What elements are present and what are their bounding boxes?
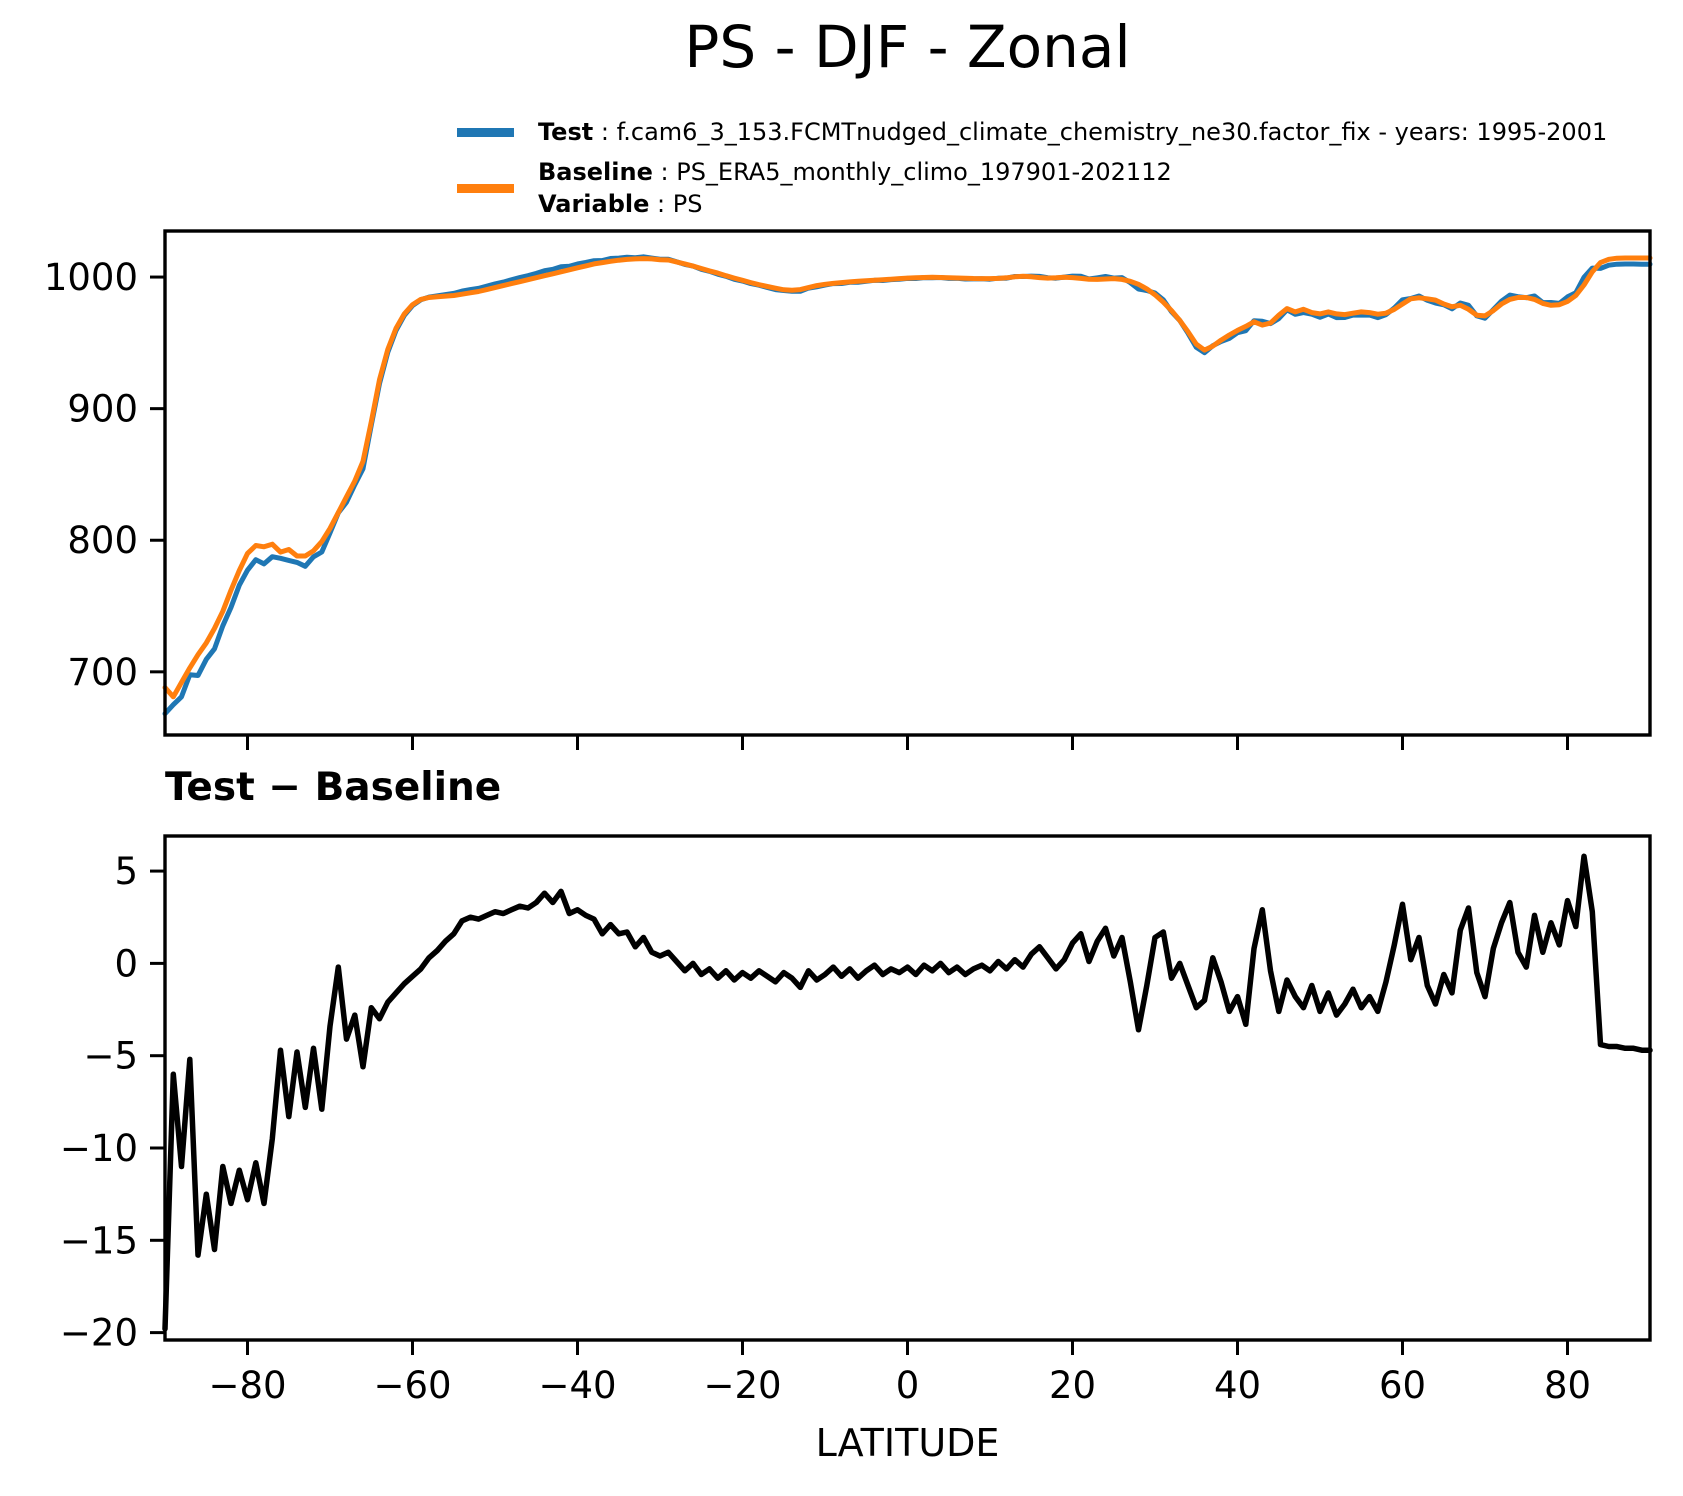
axes-spines <box>163 229 1652 737</box>
y-tick-label: −5 <box>83 1035 138 1078</box>
legend-baseline-block: Baseline : PS_ERA5_monthly_climo_197901-… <box>538 156 1172 220</box>
x-tick-label: −20 <box>703 1364 781 1407</box>
x-tick-label: 40 <box>1214 1364 1261 1407</box>
x-tick-label: −60 <box>373 1364 451 1407</box>
y-tick-label: 1000 <box>44 256 138 299</box>
legend-test-value: f.cam6_3_153.FCMTnudged_climate_chemistr… <box>616 118 1608 146</box>
legend-baseline-label: Baseline <box>538 158 653 186</box>
legend-entry-test: Test : f.cam6_3_153.FCMTnudged_climate_c… <box>457 116 1607 148</box>
axes-spines <box>163 834 1652 1342</box>
y-tick-label: 900 <box>67 388 138 431</box>
diff-series-line <box>162 853 1653 1332</box>
x-tick-label: 20 <box>1049 1364 1096 1407</box>
baseline-series-line <box>162 255 1653 700</box>
x-tick-label: 0 <box>896 1364 920 1407</box>
y-tick-label: −10 <box>60 1127 138 1170</box>
legend-baseline-separator: : <box>652 158 677 186</box>
legend-variable-text: Variable : PS <box>538 188 1172 220</box>
legend-variable-separator: : <box>649 190 673 218</box>
legend-entry-baseline: Baseline : PS_ERA5_monthly_climo_197901-… <box>457 156 1607 220</box>
y-tick-label: 700 <box>67 651 138 694</box>
legend-test-text: Test : f.cam6_3_153.FCMTnudged_climate_c… <box>538 116 1607 148</box>
legend-variable-label: Variable <box>538 190 650 218</box>
x-axis-label: LATITUDE <box>815 1421 1000 1465</box>
x-tick-label: 80 <box>1544 1364 1591 1407</box>
legend-test-separator: : <box>593 118 617 146</box>
test-line-swatch <box>457 127 514 137</box>
x-tick-label: 60 <box>1379 1364 1426 1407</box>
legend-variable-value: PS <box>672 190 703 218</box>
y-tick-label: 5 <box>114 850 138 893</box>
x-tick-label: −40 <box>538 1364 616 1407</box>
y-tick-label: −15 <box>60 1219 138 1262</box>
legend-baseline-value: PS_ERA5_monthly_climo_197901-202112 <box>676 158 1172 186</box>
legend-test-label: Test <box>538 118 594 146</box>
y-tick-label: 800 <box>67 519 138 562</box>
legend: Test : f.cam6_3_153.FCMTnudged_climate_c… <box>457 116 1607 220</box>
page-title: PS - DJF - Zonal <box>684 13 1131 81</box>
test-series-line <box>162 254 1653 717</box>
diff-panel-title: Test − Baseline <box>165 765 502 810</box>
y-tick-label: −20 <box>60 1312 138 1355</box>
legend-baseline-text: Baseline : PS_ERA5_monthly_climo_197901-… <box>538 156 1172 188</box>
x-tick-label: −80 <box>208 1364 286 1407</box>
baseline-line-swatch <box>457 183 514 193</box>
y-tick-label: 0 <box>114 942 138 985</box>
